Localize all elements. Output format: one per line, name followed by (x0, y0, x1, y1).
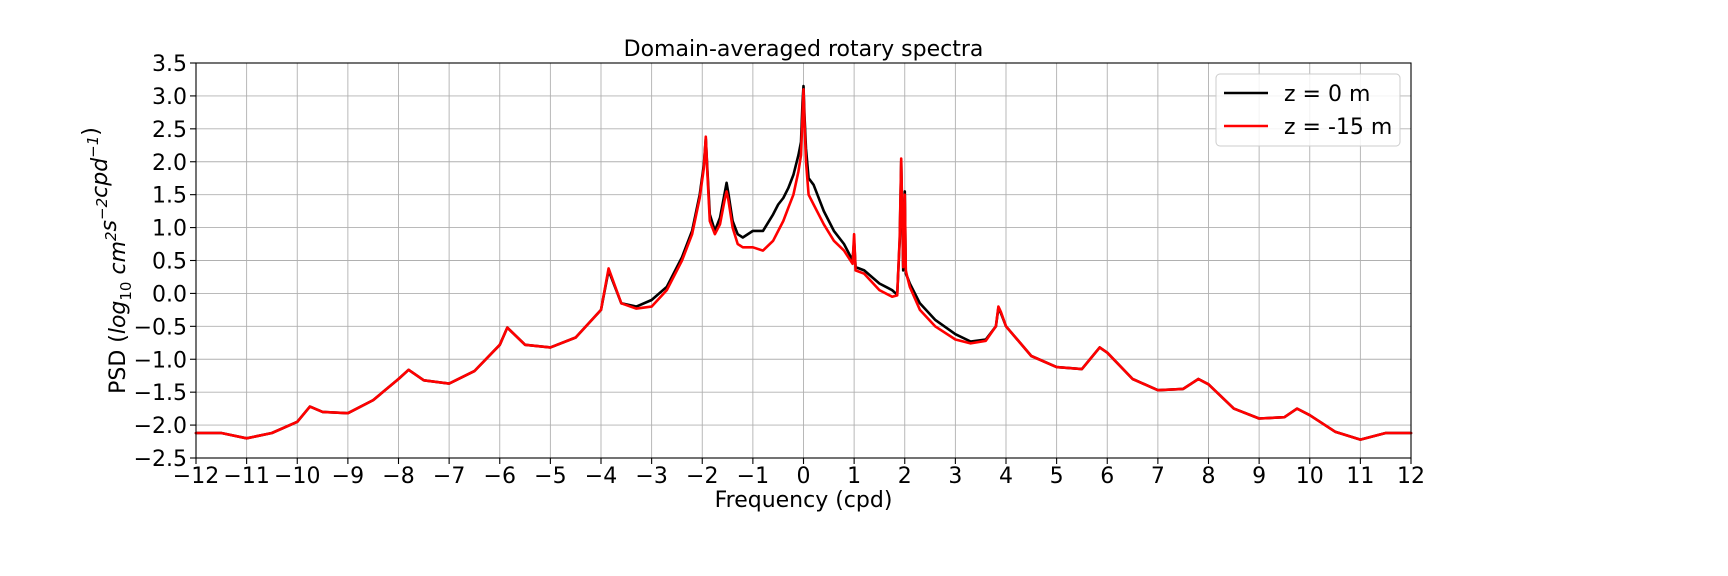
x-tick-label: 7 (1151, 464, 1165, 489)
x-tick-label: 4 (999, 464, 1013, 489)
x-axis: −12 −11 −10 −9 −8 −7 −6 −5 −4 −3 −2 −1 0 1 2 3 4 5 6 7 8 9 10 1… (173, 458, 1425, 489)
y-tick-label: −2.5 (134, 447, 187, 472)
x-tick-label: 9 (1252, 464, 1266, 489)
y-axis: −2.5 −2.0 −1.5 −1.0 −0.5 0.0 0.5 1.0 1.5 2.0 2.5 3.… (134, 52, 196, 472)
x-tick-label: 5 (1050, 464, 1064, 489)
y-tick-label: 2.5 (152, 118, 187, 143)
legend: z = 0 m z = -15 m (1215, 73, 1401, 147)
x-tick-label: 6 (1100, 464, 1114, 489)
chart-title: Domain-averaged rotary spectra (624, 37, 984, 62)
y-axis-title: PSD (log10 cm2s−2cpd−1) (79, 127, 135, 394)
x-tick-label: 8 (1202, 464, 1216, 489)
x-tick-label: −7 (433, 464, 465, 489)
x-tick-label: −11 (223, 464, 269, 489)
x-tick-label: 11 (1346, 464, 1374, 489)
y-tick-label: 2.0 (152, 151, 187, 176)
series-lines (194, 84, 1413, 441)
y-tick-label: 1.0 (152, 217, 187, 242)
x-tick-label: −1 (737, 464, 769, 489)
x-tick-label: −2 (686, 464, 718, 489)
y-tick-label: 3.5 (152, 52, 187, 77)
x-tick-label: 1 (847, 464, 861, 489)
y-tick-label: −0.5 (134, 315, 187, 340)
x-tick-label: −12 (173, 464, 219, 489)
y-tick-label: −1.0 (134, 348, 187, 373)
y-tick-label: 0.5 (152, 250, 187, 275)
x-tick-label: −9 (332, 464, 364, 489)
x-tick-label: −6 (484, 464, 516, 489)
x-axis-title: Frequency (cpd) (715, 488, 893, 513)
legend-label: z = -15 m (1284, 115, 1392, 140)
x-tick-label: 2 (898, 464, 912, 489)
x-tick-label: 12 (1397, 464, 1425, 489)
x-tick-label: −4 (585, 464, 617, 489)
x-tick-label: −8 (382, 464, 414, 489)
x-tick-label: 3 (948, 464, 962, 489)
x-tick-label: 0 (797, 464, 811, 489)
y-tick-label: 1.5 (152, 184, 187, 209)
y-tick-label: −2.0 (134, 414, 187, 439)
y-tick-label: −1.5 (134, 381, 187, 406)
x-tick-label: −5 (534, 464, 566, 489)
y-tick-label: 0.0 (152, 282, 187, 307)
legend-label: z = 0 m (1284, 82, 1370, 107)
x-tick-label: 10 (1296, 464, 1324, 489)
x-tick-label: −3 (635, 464, 667, 489)
x-tick-label: −10 (274, 464, 320, 489)
series-line-z-minus-15m (194, 88, 1413, 441)
y-tick-label: 3.0 (152, 85, 187, 110)
